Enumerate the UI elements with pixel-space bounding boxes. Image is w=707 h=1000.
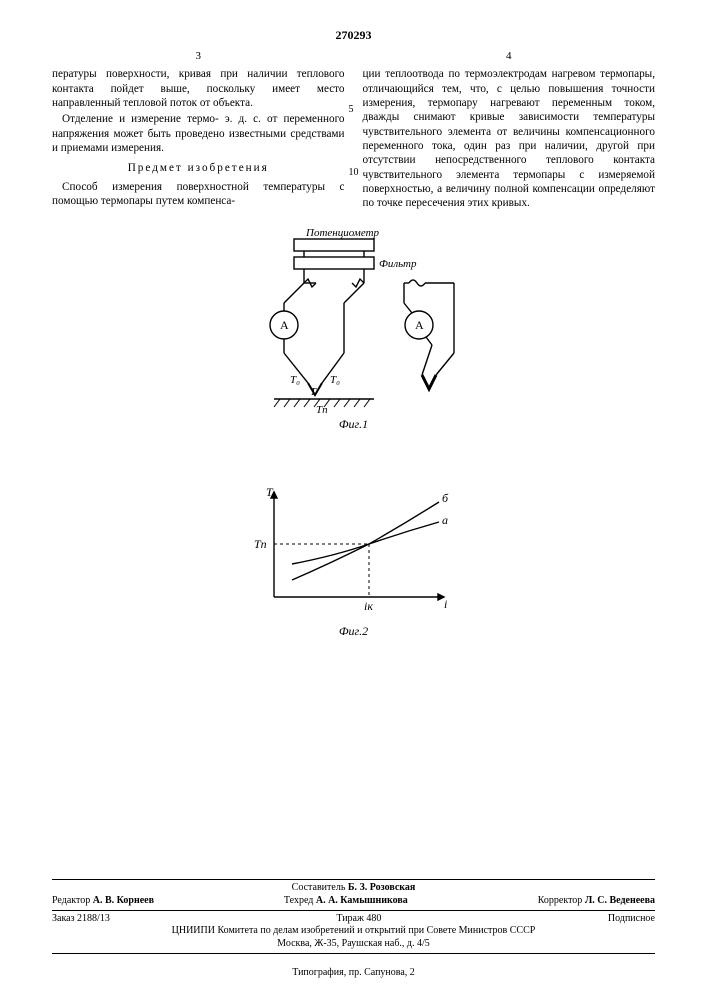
compiler-label: Составитель xyxy=(292,882,346,893)
tn-label: Tп xyxy=(316,404,328,415)
org-line: ЦНИИПИ Комитета по делам изобретений и о… xyxy=(52,925,655,938)
label-potentiometer: Потенциометр xyxy=(305,227,380,239)
line-number-10: 10 xyxy=(349,167,359,180)
curve-a xyxy=(292,522,439,564)
techred-name: А. А. Камышникова xyxy=(316,895,408,906)
x-axis-label: i xyxy=(444,597,447,611)
label-filter: Фильтр xyxy=(379,258,417,270)
ammeter-label-right: A xyxy=(415,318,424,332)
right-col-number: 4 xyxy=(363,49,656,63)
page: 270293 3 пературы поверхности, кривая пр… xyxy=(0,0,707,1000)
techred-label: Техред xyxy=(284,895,313,906)
curve-a-label: a xyxy=(442,513,448,527)
right-p1: ции теплоотвода по термоэлектродам нагре… xyxy=(363,67,656,210)
y-mark: Tп xyxy=(254,537,267,551)
curve-b-label: б xyxy=(442,491,449,505)
fig1-caption: Фиг.1 xyxy=(52,417,655,432)
right-column: 4 5 10 ции теплоотвода по термоэлектрода… xyxy=(363,49,656,212)
tirazh: Тираж 480 xyxy=(336,913,381,926)
t0-left: T₀ xyxy=(290,374,300,386)
left-column: 3 пературы поверхности, кривая при налич… xyxy=(52,49,345,212)
left-p3: Способ измерения поверхностной температу… xyxy=(52,180,345,209)
t-label: T xyxy=(310,386,317,398)
t0-right: T₀ xyxy=(330,374,340,386)
claim-heading: Предмет изобретения xyxy=(52,161,345,175)
typography-line: Типография, пр. Сапунова, 2 xyxy=(0,967,707,980)
x-mark: iк xyxy=(364,599,373,613)
corrector-label: Корректор xyxy=(538,895,583,906)
patent-number: 270293 xyxy=(52,28,655,43)
corrector-name: Л. С. Веденеева xyxy=(585,895,655,906)
ammeter-label-left: A xyxy=(280,318,289,332)
editor-label: Редактор xyxy=(52,895,90,906)
figure-2: T i a б Tп iк Фиг.2 xyxy=(52,482,655,639)
left-col-number: 3 xyxy=(52,49,345,63)
fig2-caption: Фиг.2 xyxy=(52,624,655,639)
line-number-5: 5 xyxy=(349,104,354,117)
order-no: Заказ 2188/13 xyxy=(52,913,110,926)
figure-1: Потенциометр Фильтр xyxy=(52,225,655,432)
left-p2: Отделение и измерение термо- э. д. с. от… xyxy=(52,112,345,155)
subscription: Подписное xyxy=(608,913,655,926)
editor-name: А. В. Корнеев xyxy=(93,895,154,906)
addr-line: Москва, Ж-35, Раушская наб., д. 4/5 xyxy=(52,938,655,951)
text-columns: 3 пературы поверхности, кривая при налич… xyxy=(52,49,655,212)
compiler-name: Б. З. Розовская xyxy=(348,882,415,893)
footer: Составитель Б. З. Розовская Редактор А. … xyxy=(52,877,655,956)
left-p1: пературы поверхности, кривая при наличии… xyxy=(52,67,345,110)
curve-b xyxy=(292,502,439,580)
figures: Потенциометр Фильтр xyxy=(52,225,655,640)
